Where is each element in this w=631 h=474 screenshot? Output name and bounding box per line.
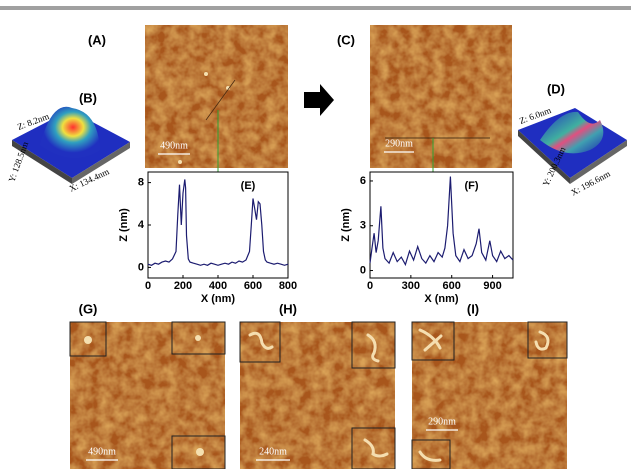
- x-axis-label: X (nm): [201, 293, 236, 305]
- profile-line: [369, 176, 514, 267]
- panel-label: (B): [79, 90, 97, 105]
- x-tick-label: 0: [367, 280, 373, 292]
- afm-images: [69, 25, 568, 470]
- image-i: [412, 322, 567, 469]
- x-tick-label: 600: [244, 280, 262, 292]
- process-arrow: [304, 84, 334, 116]
- image-a: [145, 25, 288, 168]
- panel-label: (D): [547, 81, 565, 96]
- x-tick-label: 900: [483, 280, 501, 292]
- y-axis-label: Z (nm): [118, 208, 130, 242]
- y-tick-label: 0: [360, 264, 366, 276]
- panel-label: (E): [241, 180, 256, 192]
- x-axis-label: X (nm): [424, 293, 459, 305]
- scale-bar-label: 240nm: [259, 446, 287, 457]
- x-tick-label: 800: [279, 280, 297, 292]
- profile-line: [147, 179, 289, 266]
- y-tick-label: 6: [360, 175, 366, 187]
- y-tick-label: 8: [138, 177, 144, 189]
- scale-bar-label: 490nm: [88, 446, 116, 457]
- x-tick-label: 400: [209, 280, 227, 292]
- panel-label: (A): [88, 32, 106, 47]
- y-tick-label: 3: [360, 220, 366, 232]
- image-c: [370, 25, 512, 168]
- panel-label: (G): [79, 301, 98, 316]
- image-g: [70, 322, 225, 469]
- x-tick-label: 600: [443, 280, 461, 292]
- y-axis-label: Z (nm): [340, 208, 352, 242]
- panel-label: (H): [279, 301, 297, 316]
- scale-bar-label: 490nm: [160, 140, 188, 151]
- top-rule: [0, 6, 631, 10]
- surface-d: [518, 108, 627, 184]
- panel-label: (C): [337, 32, 355, 47]
- y-tick-label: 4: [138, 219, 145, 231]
- panel-label: (F): [464, 180, 478, 192]
- x-tick-label: 200: [174, 280, 192, 292]
- axis-label: Y: 128.5nm: [6, 140, 30, 183]
- x-tick-label: 0: [145, 280, 151, 292]
- surface-b: [12, 106, 130, 184]
- scale-bar-label: 290nm: [428, 416, 456, 427]
- panel-label: (I): [467, 301, 479, 316]
- plot-frame: [369, 171, 514, 279]
- x-tick-label: 300: [402, 280, 420, 292]
- y-tick-label: 0: [138, 261, 144, 273]
- scale-bar-label: 290nm: [385, 138, 413, 149]
